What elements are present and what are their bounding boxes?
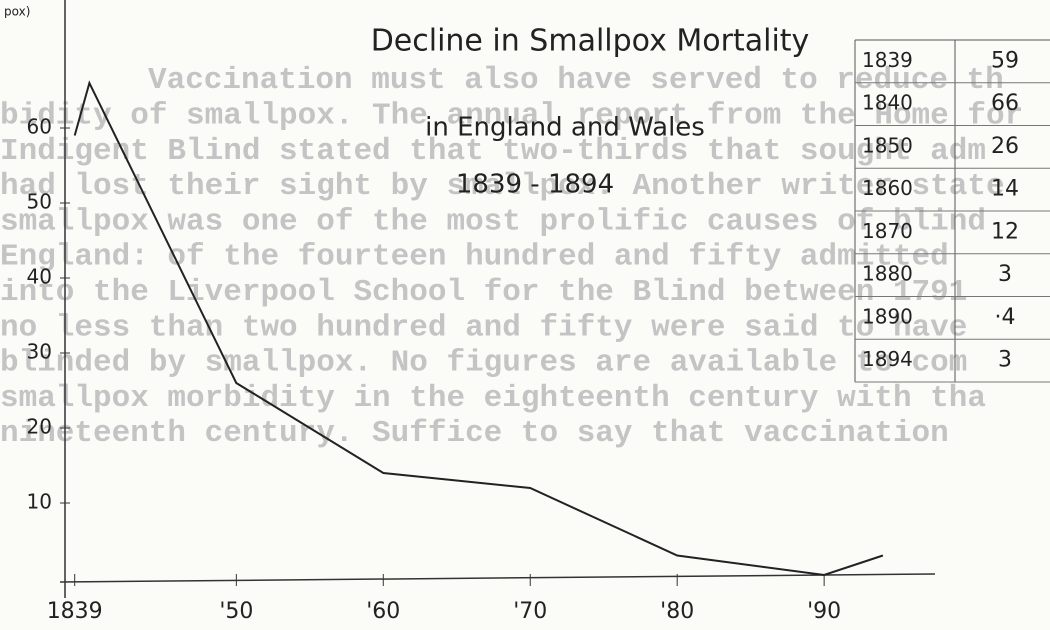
chart-period: 1839 - 1894	[456, 170, 614, 200]
x-tick-label: '60	[366, 599, 400, 624]
x-tick-label: '70	[513, 599, 547, 624]
table-value: ·4	[995, 305, 1016, 330]
table-value: 12	[991, 219, 1019, 244]
table-year: 1890	[862, 304, 913, 328]
background-line: blinded by smallpox. No figures are avai…	[0, 346, 967, 381]
chart-subtitle: in England and Wales	[425, 113, 705, 143]
y-tick-label: 50	[27, 190, 52, 214]
y-tick-label: 20	[27, 415, 52, 439]
table-value: 59	[991, 48, 1019, 73]
y-tick-label: 10	[27, 490, 52, 514]
background-line: smallpox morbidity in the eighteenth cen…	[0, 381, 986, 416]
y-axis-label: pox)	[4, 5, 30, 19]
page: Vaccination must also have served to red…	[0, 0, 1050, 630]
table-value: 3	[998, 262, 1012, 287]
background-line: smallpox was one of the most prolific ca…	[0, 204, 986, 239]
table-value: 3	[998, 348, 1012, 373]
table-year: 1894	[862, 347, 913, 371]
x-tick-label: '80	[660, 599, 694, 624]
x-axis	[60, 574, 935, 582]
background-line: into the Liverpool School for the Blind …	[0, 275, 967, 310]
y-tick-label: 60	[27, 115, 52, 139]
table-value: 26	[991, 134, 1019, 159]
chart: Vaccination must also have served to red…	[0, 0, 1050, 630]
background-line: England: of the fourteen hundred and fif…	[0, 240, 949, 275]
table-value: 14	[991, 177, 1019, 202]
table-value: 66	[991, 91, 1019, 116]
background-line: no less than two hundred and fifty were …	[0, 310, 967, 345]
table-year: 1850	[862, 133, 913, 157]
x-tick-label: '90	[807, 599, 841, 624]
chart-title: Decline in Smallpox Mortality	[371, 24, 810, 59]
y-tick-label: 30	[27, 340, 52, 364]
x-tick-label: 1839	[47, 599, 103, 624]
table-year: 1870	[862, 219, 913, 243]
table-year: 1880	[862, 262, 913, 286]
table-year: 1860	[862, 176, 913, 200]
background-line: nineteenth century. Suffice to say that …	[0, 416, 949, 451]
table-year: 1840	[862, 91, 913, 115]
x-tick-label: '50	[219, 599, 253, 624]
y-tick-label: 40	[27, 265, 52, 289]
table-year: 1839	[862, 48, 913, 72]
